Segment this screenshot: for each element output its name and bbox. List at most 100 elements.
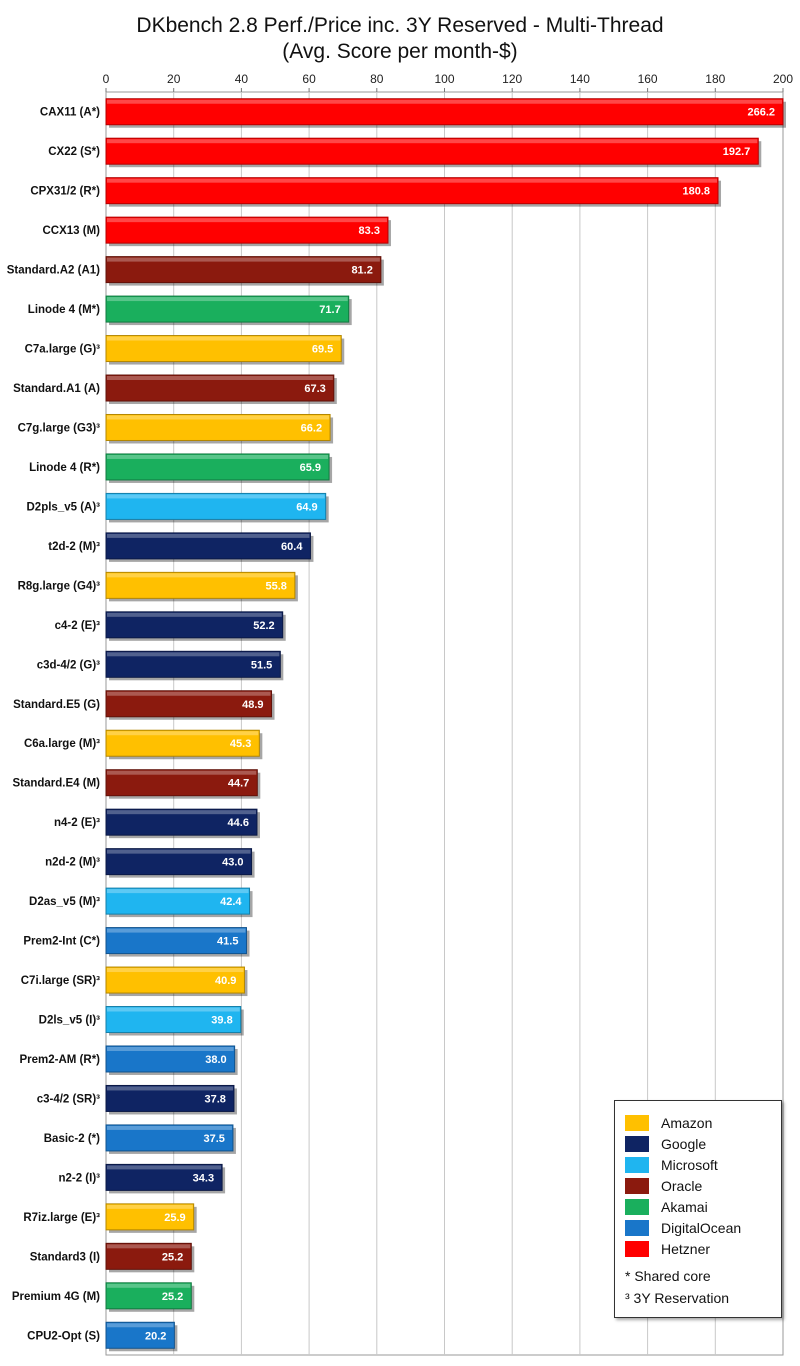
category-label: Standard.E4 (M) [12,778,100,790]
bar-highlight [107,257,380,262]
bar [105,216,389,244]
bar-highlight [107,652,280,657]
bar-highlight [107,178,718,183]
category-label: CAX11 (A*) [40,107,100,119]
category-label: n2d-2 (M)³ [45,857,100,869]
bar [105,335,342,363]
bar [105,1321,175,1349]
data-label: 71.7 [319,304,340,316]
data-label: 55.8 [265,580,286,592]
category-label: CPX31/2 (R*) [30,186,100,198]
bar-highlight [107,533,310,538]
bar [105,808,258,836]
bar [105,571,296,599]
data-label: 43.0 [222,857,243,869]
legend-label-google: Google [661,1136,707,1152]
bar-highlight [107,573,294,578]
legend-label-oracle: Oracle [661,1178,703,1194]
data-label: 37.5 [204,1133,225,1145]
legend-item-akamai: Akamai [625,1197,708,1217]
bar-highlight [107,494,325,499]
bar [105,1282,192,1310]
category-label: c4-2 (E)³ [55,620,101,632]
bar [105,492,327,520]
bar [105,1242,192,1270]
category-label: C7i.large (SR)³ [21,975,100,987]
bar-highlight [107,691,271,696]
bar [105,137,759,165]
category-label: c3-4/2 (SR)³ [37,1093,100,1105]
bar-highlight [107,1165,222,1170]
category-label: D2pls_v5 (A)³ [27,501,101,513]
bar-highlight [107,415,330,420]
bar-highlight [107,731,259,736]
legend-swatch-akamai [625,1199,649,1215]
category-label: C7a.large (G)³ [25,344,101,356]
category-label: R8g.large (G4)³ [18,580,101,592]
bar-highlight [107,849,251,854]
data-label: 41.5 [217,936,238,948]
legend-label-amazon: Amazon [661,1115,713,1131]
data-label: 42.4 [220,896,242,908]
legend-swatch-digitalocean [625,1220,649,1236]
legend-swatch-hetzner [625,1241,649,1257]
category-label: n2-2 (I)³ [58,1172,100,1184]
bar [105,729,260,757]
legend-swatch-google [625,1136,649,1152]
bar-highlight [107,968,244,973]
data-label: 39.8 [211,1015,232,1027]
data-label: 25.2 [162,1251,183,1263]
data-label: 44.6 [228,817,249,829]
data-label: 25.9 [164,1212,185,1224]
x-tick-label: 200 [773,72,793,86]
bar [105,848,253,876]
legend-item-hetzner: Hetzner [625,1239,710,1259]
category-label: t2d-2 (M)³ [48,541,100,553]
x-tick-label: 160 [638,72,658,86]
data-label: 20.2 [145,1330,166,1342]
category-label: CCX13 (M) [42,225,100,237]
x-tick-label: 140 [570,72,590,86]
legend-label-digitalocean: DigitalOcean [661,1220,742,1236]
data-label: 83.3 [359,225,380,237]
chart-subtitle: (Avg. Score per month-$) [282,40,518,63]
x-tick-label: 60 [302,72,316,86]
category-label: Linode 4 (R*) [29,462,100,474]
legend-swatch-amazon [625,1115,649,1131]
category-label: Standard.A1 (A) [13,383,100,395]
bar [105,1006,242,1034]
legend-item-digitalocean: DigitalOcean [625,1218,741,1238]
legend-note-shared-core: * Shared core [625,1268,711,1284]
bar [105,532,311,560]
bar-highlight [107,1244,191,1249]
category-label: Basic-2 (*) [44,1133,100,1145]
bar-highlight [107,1125,232,1130]
bar-highlight [107,99,782,104]
bar-highlight [107,1283,191,1288]
bar [105,1045,236,1073]
bar [105,1163,223,1191]
data-label: 67.3 [304,383,325,395]
legend-item-oracle: Oracle [625,1176,702,1196]
legend: Amazon Google Microsoft Oracle Akamai Di… [614,1100,782,1318]
data-label: 192.7 [723,146,751,158]
bar [105,1084,235,1112]
bar-highlight [107,889,249,894]
bar-highlight [107,1007,240,1012]
bar [105,453,330,481]
bar [105,374,335,402]
bar-highlight [107,1323,174,1328]
category-label: Standard3 (I) [30,1251,100,1263]
bar [105,98,784,126]
legend-label-akamai: Akamai [661,1199,708,1215]
category-label: D2as_v5 (M)³ [29,896,100,908]
data-label: 51.5 [251,659,272,671]
bar-highlight [107,1046,234,1051]
bar [105,1124,234,1152]
data-label: 81.2 [351,265,372,277]
data-label: 266.2 [747,107,775,119]
category-label: CPU2-Opt (S) [27,1330,100,1342]
x-tick-label: 80 [370,72,384,86]
bar [105,690,273,718]
